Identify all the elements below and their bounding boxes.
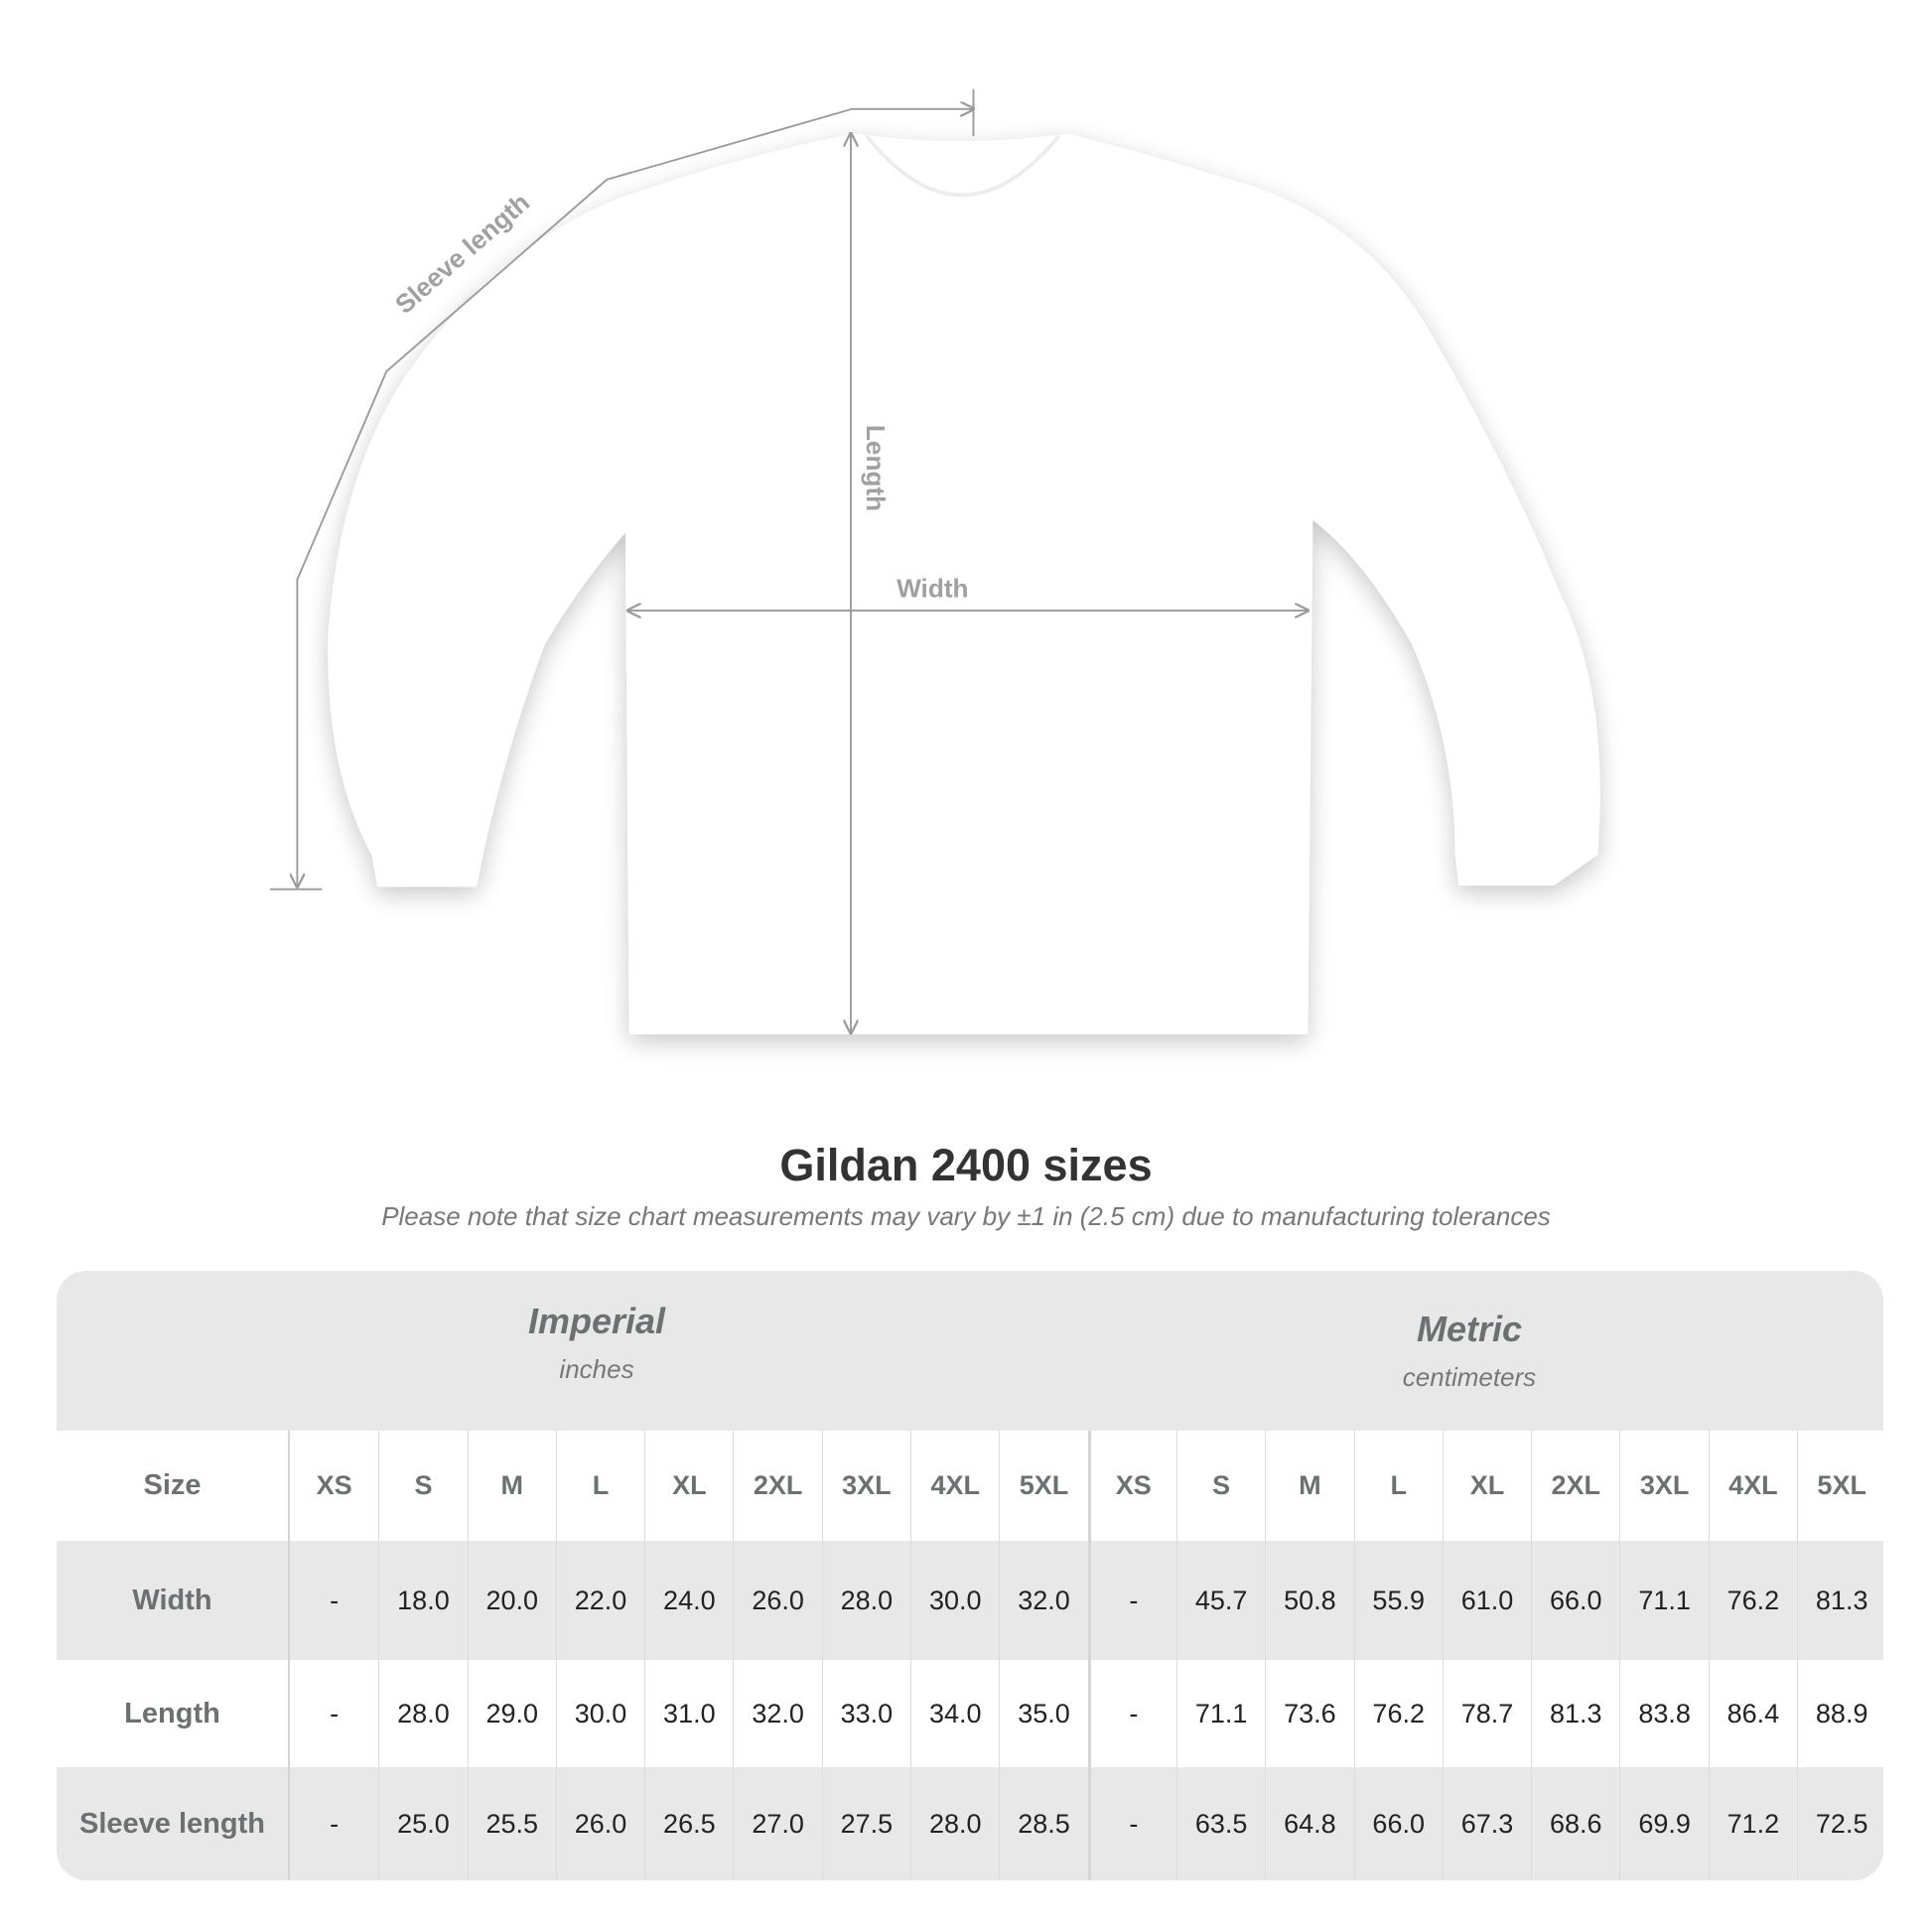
table-cell: 20.0 [467, 1541, 556, 1660]
table-cell: 76.2 [1353, 1660, 1443, 1767]
size-table: Imperial inches Metric centimeters Size … [57, 1271, 1883, 1880]
table-cell: 68.6 [1531, 1767, 1619, 1880]
table-cell: 22.0 [555, 1541, 644, 1660]
table-cell: 63.5 [1175, 1767, 1265, 1880]
size-header-cell: L [1353, 1431, 1443, 1541]
tolerance-note: Please note that size chart measurements… [381, 1201, 1551, 1231]
table-cell: 25.5 [467, 1767, 556, 1880]
table-cell: 28.0 [378, 1660, 467, 1767]
table-cell: 28.5 [999, 1767, 1087, 1880]
row-label: Length [57, 1660, 290, 1767]
table-cell: 26.0 [555, 1767, 644, 1880]
table-cell: 29.0 [467, 1660, 556, 1767]
table-row: Sleeve length -25.0 25.5 26.0 26.5 27.0 27.5 2… [57, 1767, 1883, 1880]
table-cell: 71.1 [1619, 1541, 1708, 1660]
table-cell: - [1087, 1767, 1176, 1880]
table-cell: 32.0 [733, 1660, 821, 1767]
table-cell: 30.0 [555, 1660, 644, 1767]
table-cell: 18.0 [378, 1541, 467, 1660]
size-header-cell: 2XL [733, 1431, 821, 1541]
table-cell: 86.4 [1708, 1660, 1797, 1767]
table-cell: 26.0 [733, 1541, 821, 1660]
metric-title: Metric [1416, 1309, 1523, 1349]
table-cell: 83.8 [1619, 1660, 1708, 1767]
table-cell: 27.0 [733, 1767, 821, 1880]
table-cell: 28.0 [821, 1541, 910, 1660]
size-header-cell: M [467, 1431, 556, 1541]
size-header-cell: S [378, 1431, 467, 1541]
table-row: Length - 28.0 29.0 30.0 31.0 32.0 33.0 34.0 35.0… [57, 1660, 1883, 1767]
imperial-header: Imperial inches [398, 1301, 795, 1385]
table-cell: 31.0 [644, 1660, 733, 1767]
table-cell: 27.5 [821, 1767, 910, 1880]
table-cell: 72.5 [1797, 1767, 1883, 1880]
size-header-cell: 2XL [1531, 1431, 1619, 1541]
table-cell: - [330, 1585, 340, 1615]
table-cell: 33.0 [821, 1660, 910, 1767]
table-cell: 32.0 [999, 1541, 1087, 1660]
table-cell: 71.2 [1708, 1767, 1797, 1880]
size-header-cell: 3XL [821, 1431, 910, 1541]
table-cell: 73.6 [1265, 1660, 1353, 1767]
size-header-cell: M [1265, 1431, 1353, 1541]
width-label: Width [897, 573, 968, 603]
row-label: Width [57, 1541, 290, 1660]
table-cell: - [1087, 1660, 1176, 1767]
table-cell: 66.0 [1353, 1767, 1443, 1880]
size-header-cell: XS [316, 1470, 352, 1500]
table-cell: 67.3 [1442, 1767, 1531, 1880]
table-cell: 26.5 [644, 1767, 733, 1880]
table-cell: 76.2 [1708, 1541, 1797, 1660]
size-header-cell: 5XL [999, 1431, 1087, 1541]
table-cell: 81.3 [1531, 1660, 1619, 1767]
metric-unit: centimeters [1402, 1362, 1537, 1392]
page-title: Gildan 2400 sizes [779, 1140, 1153, 1190]
size-label: Size [57, 1431, 290, 1541]
size-header-cell: XL [644, 1431, 733, 1541]
table-cell: 50.8 [1265, 1541, 1353, 1660]
size-header-cell: 4XL [910, 1431, 999, 1541]
table-cell: 28.0 [910, 1767, 999, 1880]
table-cell: 88.9 [1797, 1660, 1883, 1767]
table-cell: 61.0 [1442, 1541, 1531, 1660]
table-header: Imperial inches Metric centimeters [57, 1271, 1883, 1431]
size-header-cell: 3XL [1619, 1431, 1708, 1541]
table-cell: 35.0 [999, 1660, 1087, 1767]
table-cell: 30.0 [910, 1541, 999, 1660]
table-cell: 64.8 [1265, 1767, 1353, 1880]
table-cell: - [1087, 1541, 1176, 1660]
metric-header: Metric centimeters [1271, 1309, 1668, 1393]
size-row: Size XS S M L XL 2XL 3XL 4XL 5XL XS S M L XL 2XL 3XL 4XL… [57, 1431, 1883, 1541]
size-header-cell: 5XL [1797, 1431, 1883, 1541]
size-header-cell: L [555, 1431, 644, 1541]
table-row: Width -18.0 20.0 22.0 24.0 26.0 28.0 30.0 32.0-… [57, 1541, 1883, 1660]
sleeve-length-measure [269, 88, 974, 891]
table-cell: 34.0 [910, 1660, 999, 1767]
table-cell: 24.0 [644, 1541, 733, 1660]
table-cell: 55.9 [1353, 1541, 1443, 1660]
imperial-title: Imperial [527, 1301, 666, 1341]
table-cell: - [330, 1698, 340, 1728]
table-cell: 71.1 [1175, 1660, 1265, 1767]
table-cell: 66.0 [1531, 1541, 1619, 1660]
length-label: Length [861, 425, 891, 511]
row-label: Sleeve length [57, 1767, 290, 1880]
table-cell: 78.7 [1442, 1660, 1531, 1767]
table-cell: 45.7 [1175, 1541, 1265, 1660]
size-header-cell: XL [1442, 1431, 1531, 1541]
table-cell: 81.3 [1797, 1541, 1883, 1660]
table-cell: 25.0 [378, 1767, 467, 1880]
size-header-cell: 4XL [1708, 1431, 1797, 1541]
size-header-cell: S [1175, 1431, 1265, 1541]
table-cell: 69.9 [1619, 1767, 1708, 1880]
imperial-unit: inches [559, 1354, 634, 1384]
table-cell: - [330, 1808, 340, 1839]
size-header-cell: XS [1087, 1431, 1176, 1541]
